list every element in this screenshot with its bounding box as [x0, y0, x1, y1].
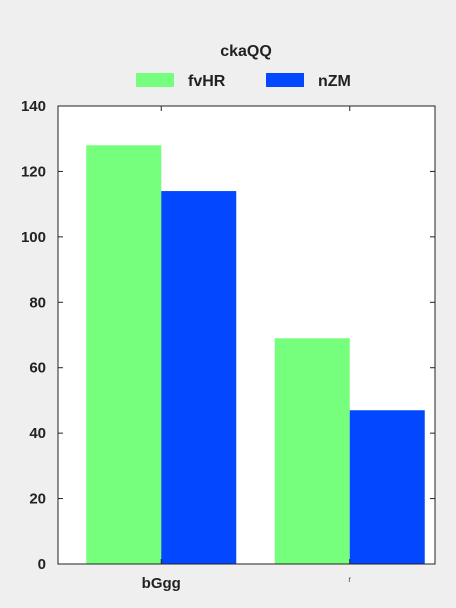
bar-nzm-bggg	[161, 191, 237, 565]
y-tick-label: 140	[21, 98, 46, 115]
legend-swatch-nzm	[266, 73, 304, 87]
plot-frame	[57, 105, 436, 565]
legend-title: ckaQQ	[220, 43, 272, 60]
x-tick-label: bGgg	[142, 575, 181, 592]
y-axis: 0 20 40 60 80 100 120 140	[21, 98, 435, 573]
x-tick-label: r	[348, 575, 351, 584]
legend-swatch-fvhr	[136, 73, 174, 87]
x-axis: bGgg r	[142, 106, 351, 592]
bar-fvhr-r	[274, 338, 350, 564]
y-tick-label: 100	[21, 229, 46, 246]
legend: ckaQQ fvHR nZM	[136, 43, 351, 90]
y-tick-label: 120	[21, 163, 46, 180]
y-tick-label: 20	[29, 491, 46, 508]
bar-nzm-r	[349, 410, 425, 564]
bars-group	[86, 145, 425, 565]
y-tick-label: 0	[38, 556, 46, 573]
y-tick-label: 40	[29, 425, 46, 442]
y-tick-label: 60	[29, 360, 46, 377]
bar-fvhr-bggg	[86, 145, 162, 564]
y-tick-label: 80	[29, 294, 46, 311]
legend-label-nzm: nZM	[318, 73, 351, 90]
legend-label-fvhr: fvHR	[188, 73, 226, 90]
